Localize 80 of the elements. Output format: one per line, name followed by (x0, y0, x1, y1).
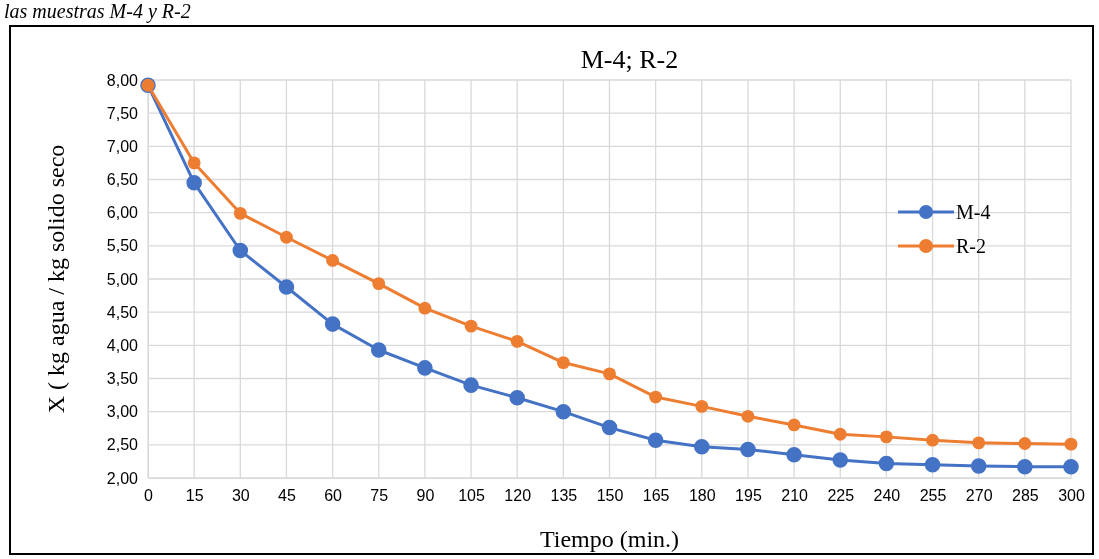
point (694, 439, 710, 455)
x-tick-label: 255 (919, 487, 947, 505)
point (926, 433, 939, 447)
x-tick-label: 285 (1012, 487, 1039, 505)
x-tick-label: 165 (642, 487, 670, 505)
x-tick-label: 135 (550, 487, 578, 505)
y-tick-label: 2,00 (106, 469, 139, 487)
text: las muestras M-4 y R-2 (4, 0, 191, 23)
x-tick-label: 75 (370, 487, 389, 505)
y-tick-label: 7,50 (106, 104, 139, 122)
x-tick-label: 45 (278, 487, 296, 505)
x-tick-label: 210 (781, 487, 809, 505)
x-tick-label: 120 (504, 487, 532, 505)
point (603, 367, 616, 381)
y-tick-label: 3,00 (106, 403, 139, 421)
x-tick-label: 60 (324, 487, 343, 505)
point (370, 342, 387, 358)
point (372, 277, 386, 291)
point (1017, 458, 1033, 475)
x-tick-label: 195 (735, 487, 762, 505)
x-tick-label: 0 (144, 487, 154, 505)
y-tick-label: 5,00 (106, 270, 139, 288)
x-tick-label: 240 (873, 487, 901, 505)
x-tick-label: 15 (185, 487, 204, 505)
point (787, 418, 801, 432)
point (1018, 437, 1032, 450)
point (649, 390, 663, 404)
point (740, 441, 756, 458)
y-tick-label: 5,50 (106, 237, 139, 255)
point (555, 403, 572, 420)
y-tick-label: 6,50 (106, 171, 139, 189)
point (647, 432, 664, 448)
point (601, 419, 618, 436)
point (417, 360, 433, 376)
x-tick-label: 90 (416, 487, 435, 505)
point (186, 175, 202, 191)
legend-label: R-2 (956, 235, 986, 257)
point (1063, 458, 1079, 475)
point (232, 242, 249, 259)
point (510, 334, 524, 348)
y-tick-label: 3,50 (106, 370, 139, 388)
y-tick-label: 4,00 (106, 336, 139, 354)
y-axis-title: X ( kg agua / kg solido seco (43, 144, 69, 414)
x-tick-label: 105 (458, 487, 485, 505)
x-tick-label: 300 (1058, 487, 1085, 505)
point (879, 430, 893, 444)
point (741, 409, 755, 423)
point (556, 356, 570, 369)
x-tick-label: 150 (596, 487, 624, 505)
point (924, 456, 941, 473)
x-tick-label: 270 (965, 487, 993, 505)
x-tick-label: 180 (688, 487, 716, 505)
point (418, 301, 432, 315)
x-tick-label: 225 (827, 487, 855, 505)
point (463, 377, 479, 393)
legend-label: M-4 (956, 201, 991, 223)
point (695, 399, 709, 413)
point (326, 254, 340, 267)
point (280, 230, 293, 244)
y-tick-label: 6,00 (106, 204, 139, 222)
chart-title: M-4; R-2 (580, 45, 679, 74)
y-tick-label: 4,50 (106, 303, 139, 321)
point (464, 319, 478, 333)
x-tick-label: 30 (231, 487, 250, 505)
point (1064, 437, 1078, 451)
point (970, 458, 987, 474)
x-axis-title: Tiempo (min.) (539, 526, 680, 552)
point (233, 206, 247, 220)
point (324, 316, 341, 332)
point (832, 452, 849, 468)
point (278, 279, 295, 295)
y-tick-label: 8,00 (106, 71, 139, 89)
point (509, 389, 525, 406)
point (187, 156, 201, 170)
point (972, 436, 986, 450)
y-tick-label: 2,50 (106, 436, 139, 454)
point (786, 447, 802, 463)
y-tick-label: 7,00 (106, 137, 139, 155)
point (878, 455, 895, 472)
point (833, 427, 847, 441)
